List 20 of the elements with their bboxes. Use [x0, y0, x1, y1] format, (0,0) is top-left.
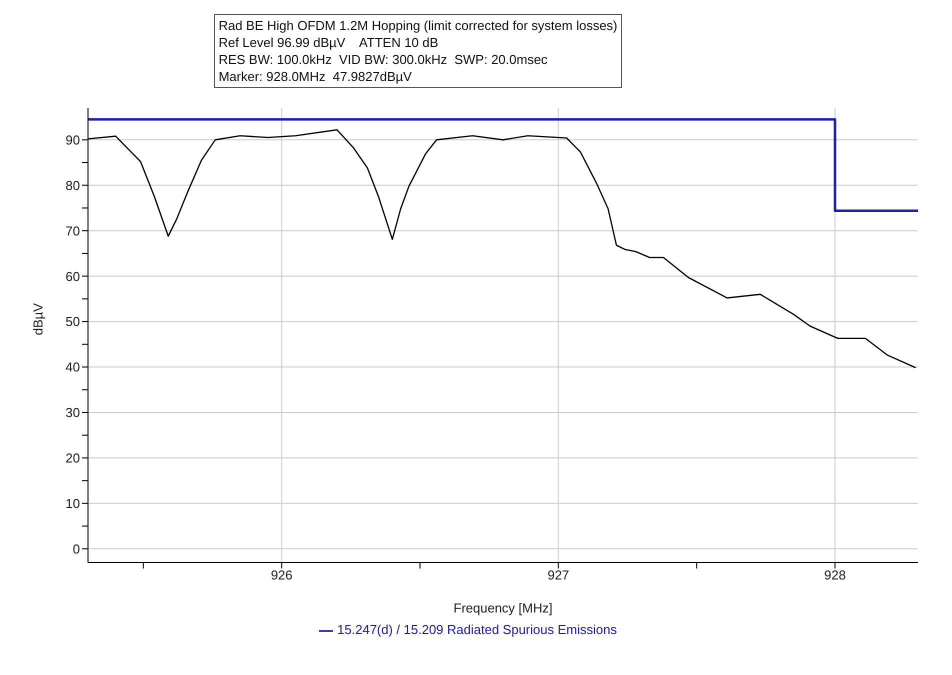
legend-label: 15.247(d) / 15.209 Radiated Spurious Emissions — [337, 622, 617, 638]
y-tick-label: 10 — [66, 496, 80, 511]
text: RES BW: 100.0kHz VID BW: 300.0kHz SWP: 20.0msec — [218, 51, 549, 68]
y-tick-label: 20 — [66, 450, 80, 466]
y-tick-label: 80 — [66, 178, 80, 193]
x-tick-label: 927 — [547, 568, 570, 583]
x-axis-title: Frequency [MHz] — [454, 600, 552, 616]
text: Marker: 928.0MHz 47.9827dBµV — [218, 68, 413, 85]
y-tick-label: 50 — [66, 314, 80, 330]
chart-title: Rad BE High OFDM 1.2M Hopping (limit corrected for system losses) — [218, 17, 618, 34]
y-tick-label: 30 — [66, 405, 80, 420]
y-tick-label: 40 — [66, 360, 80, 375]
y-tick-label: 0 — [72, 541, 80, 556]
x-tick-label: 926 — [270, 568, 293, 583]
x-tick-label: 928 — [824, 568, 846, 583]
y-tick-label: 60 — [66, 268, 80, 284]
y-tick-label: 70 — [66, 223, 80, 238]
y-tick-label: 90 — [66, 132, 80, 148]
y-axis-title: dBµV — [30, 302, 46, 336]
text: Ref Level 96.99 dBµV ATTEN 10 dB — [218, 34, 440, 51]
